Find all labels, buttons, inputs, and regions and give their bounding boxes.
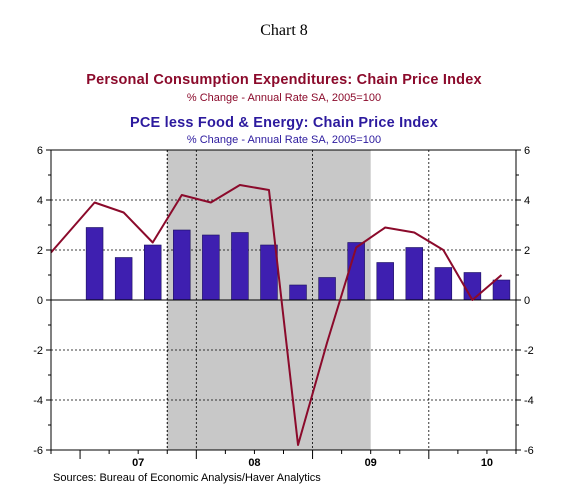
bar-2010Q3	[492, 279, 511, 301]
bar-2007Q4	[173, 229, 191, 301]
y-label-left: 0	[37, 295, 43, 307]
bar-2008Q1	[202, 234, 220, 301]
x-label-07: 07	[132, 457, 144, 469]
bar-2007Q3	[143, 244, 162, 301]
y-label-left: -6	[33, 445, 43, 457]
pce-line	[50, 184, 503, 446]
x-label-09: 09	[365, 457, 377, 469]
y-label-right: 0	[524, 295, 530, 307]
pce-subtitle: % Change - Annual Rate SA, 2005=100	[186, 92, 382, 104]
y-label-right: 6	[524, 145, 530, 157]
y-label-left: 2	[37, 245, 43, 257]
y-label-right: -4	[524, 395, 534, 407]
y-label-left: 4	[37, 195, 43, 207]
y-label-right: 2	[524, 245, 530, 257]
source-note: Sources: Bureau of Economic Analysis/Hav…	[53, 472, 321, 484]
bar-2008Q3	[260, 244, 278, 301]
bar-2007Q2	[114, 257, 133, 301]
y-label-left: -4	[33, 395, 43, 407]
y-label-right: -2	[524, 345, 534, 357]
bar-2010Q1	[434, 267, 453, 301]
bar-2008Q4	[289, 284, 307, 301]
bar-2009Q4	[405, 247, 424, 301]
pce-title: Personal Consumption Expenditures: Chain…	[86, 72, 482, 88]
bar-2009Q2	[347, 242, 365, 301]
bar-2009Q1	[318, 277, 336, 301]
core-pce-bars	[85, 227, 511, 301]
bar-2007Q1	[85, 227, 104, 301]
y-label-right: 4	[524, 195, 530, 207]
y-label-left: 6	[37, 145, 43, 157]
core-pce-title: PCE less Food & Energy: Chain Price Inde…	[130, 115, 438, 131]
x-axis-year-labels: 07 08 09 10	[132, 457, 493, 469]
axis-ticks	[46, 149, 521, 459]
y-axis-left-labels: 6 4 2 0 -2 -4 -6	[33, 145, 43, 457]
bar-2009Q3	[376, 262, 394, 301]
core-pce-subtitle: % Change - Annual Rate SA, 2005=100	[186, 134, 382, 146]
y-axis-right-labels: 6 4 2 0 -2 -4 -6	[524, 145, 534, 457]
horizontal-gridlines	[51, 199, 516, 401]
x-label-08: 08	[248, 457, 260, 469]
y-label-right: -6	[524, 445, 534, 457]
chart-number: Chart 8	[260, 22, 308, 39]
x-label-10: 10	[481, 457, 493, 469]
y-label-left: -2	[33, 345, 43, 357]
bar-2008Q2	[231, 232, 249, 301]
